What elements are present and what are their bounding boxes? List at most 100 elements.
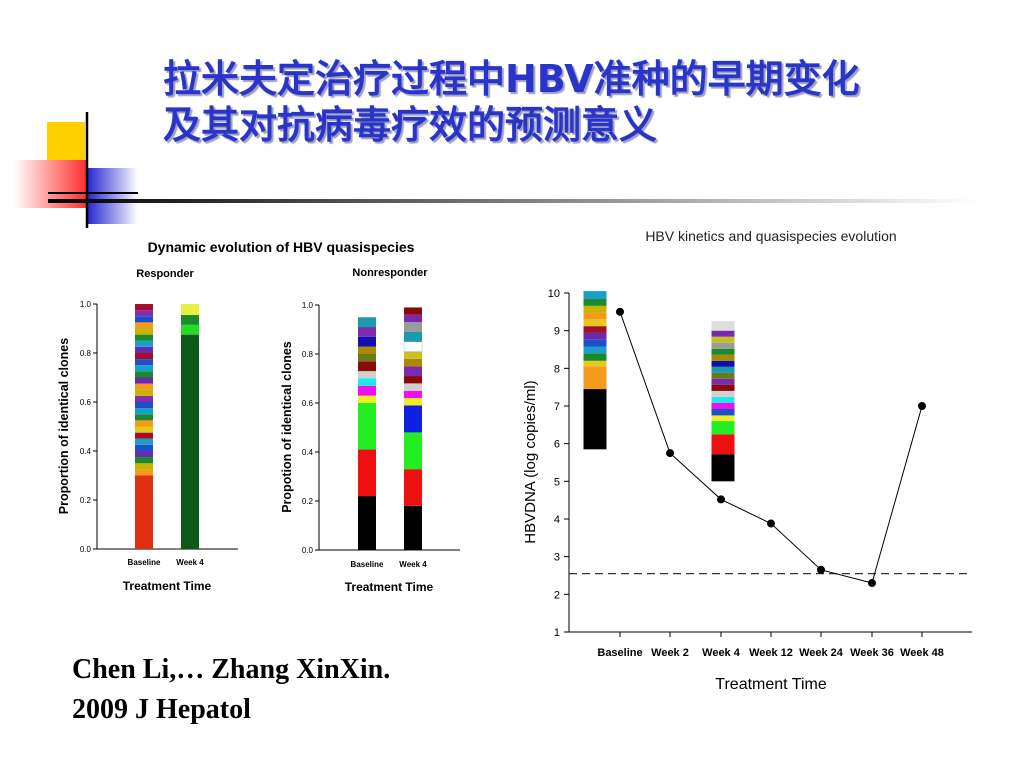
bar-segment [135,444,153,451]
y-tick-label: 1.0 [80,300,92,309]
bar-segment [404,383,422,391]
data-point [666,449,674,458]
bar-segment [135,432,153,439]
y-tick-label: 7 [554,401,560,413]
y-tick-label: 3 [554,552,560,564]
inset-bar-segment [583,339,607,347]
bar-segment [135,438,153,445]
y-tick-label: 0.0 [80,545,92,554]
chart-nonresponder-ylabel: Propotion of identical clones [280,341,294,513]
inset-bar-segment [711,372,735,379]
bar-segment [181,304,199,316]
inset-bar-segment [583,299,607,306]
bar-segment [358,317,376,328]
bar-segment [358,327,376,337]
y-tick-label: 0.8 [302,350,314,359]
bar-segment [404,366,422,377]
bar-segment [135,457,153,464]
bar-segment [135,383,153,390]
x-tick-label: Week 4 [176,558,204,567]
inset-bar-segment [711,390,735,397]
bar-segment [404,390,422,399]
bar-segment [358,361,376,372]
bar-segment [404,314,422,323]
x-tick-label: Week 24 [799,647,844,659]
inset-bar-segment [583,291,607,300]
inset-bar-segment [711,384,735,391]
bar-segment [135,389,153,396]
x-tick-label: Week 36 [850,647,894,659]
chart-nonresponder-subtitle: Nonresponder [352,267,428,279]
x-tick-label: Baseline [597,647,642,659]
inset-bar-segment [711,454,735,482]
bar-segment [135,310,153,317]
inset-bar-segment [711,396,735,403]
bar-segment [135,304,153,311]
data-point [616,307,624,316]
y-tick-label: 2 [554,589,560,601]
bar-segment [358,385,376,396]
bar-segment [135,426,153,433]
bar-segment [135,322,153,329]
y-tick-label: 0.6 [80,398,92,407]
y-tick-label: 1 [554,627,560,639]
inset-bar-segment [711,342,735,349]
chart-responder-subtitle: Responder [136,268,194,280]
bar-segment [135,316,153,323]
bar-segment [135,365,153,372]
inset-bar-segment [583,332,607,340]
chart-kinetics-xlabel: Treatment Time [715,676,827,693]
inset-bar-segment [711,348,735,355]
inset-bar-segment [711,360,735,367]
slide-title-line-2: 及其对抗病毒疗效的预测意义 [163,103,658,147]
y-tick-label: 4 [554,514,560,526]
x-tick-label: Week 12 [749,647,793,659]
chart-nonresponder-xlabel: Treatment Time [345,580,434,594]
inset-bar-segment [711,336,735,343]
decorative-logo [14,112,978,228]
y-tick-label: 0.4 [302,448,314,457]
citation: Chen Li,… Zhang XinXin. 2009 J Hepatol [72,650,390,730]
logo-yellow-square [47,122,85,162]
bar-segment [404,405,422,433]
bar-segment [135,377,153,384]
bar-segment [404,469,422,506]
inset-bar-segment [583,326,607,333]
chart-nonresponder: Nonresponder Propotion of identical clon… [280,267,460,594]
y-tick-label: 1.0 [302,301,314,310]
inset-bar-segment [711,434,735,455]
y-tick-label: 0.0 [302,546,314,555]
bar-segment [135,469,153,476]
bar-segment [404,376,422,384]
x-tick-label: Week 4 [702,647,741,659]
bar-segment [358,371,376,379]
y-tick-label: 0.8 [80,349,92,358]
chart-kinetics: HBV kinetics and quasispecies evolution … [522,228,972,693]
citation-authors: Chen Li,… Zhang XinXin. [72,654,391,685]
bar-segment [403,341,423,352]
citation-journal: 2009 J Hepatol [72,694,251,725]
inset-bar-segment [711,330,735,337]
bar-segment [135,328,153,335]
data-point [868,579,876,588]
chart-responder-xlabel: Treatment Time [123,579,212,593]
chart-kinetics-title: HBV kinetics and quasispecies evolution [645,228,896,244]
x-tick-label: Baseline [351,560,384,569]
bar-segment [135,371,153,378]
bar-segment [135,408,153,415]
data-point [918,402,926,410]
bar-segment [358,354,376,362]
bar-segment [181,334,199,549]
inset-bar-segment [583,389,607,450]
x-tick-label: Week 2 [651,647,689,659]
bar-segment [135,359,153,366]
y-tick-label: 0.6 [302,399,314,408]
y-tick-label: 8 [554,363,560,375]
y-tick-label: 9 [554,326,560,338]
bar-segment [358,449,376,497]
bar-segment [135,463,153,470]
slide-title: 拉米夫定治疗过程中HBV准种的早期变化 及其对抗病毒疗效的预测意义 [163,56,1003,148]
bar-segment [135,346,153,353]
bar-segment [135,334,153,341]
inset-bar-segment [583,346,607,354]
